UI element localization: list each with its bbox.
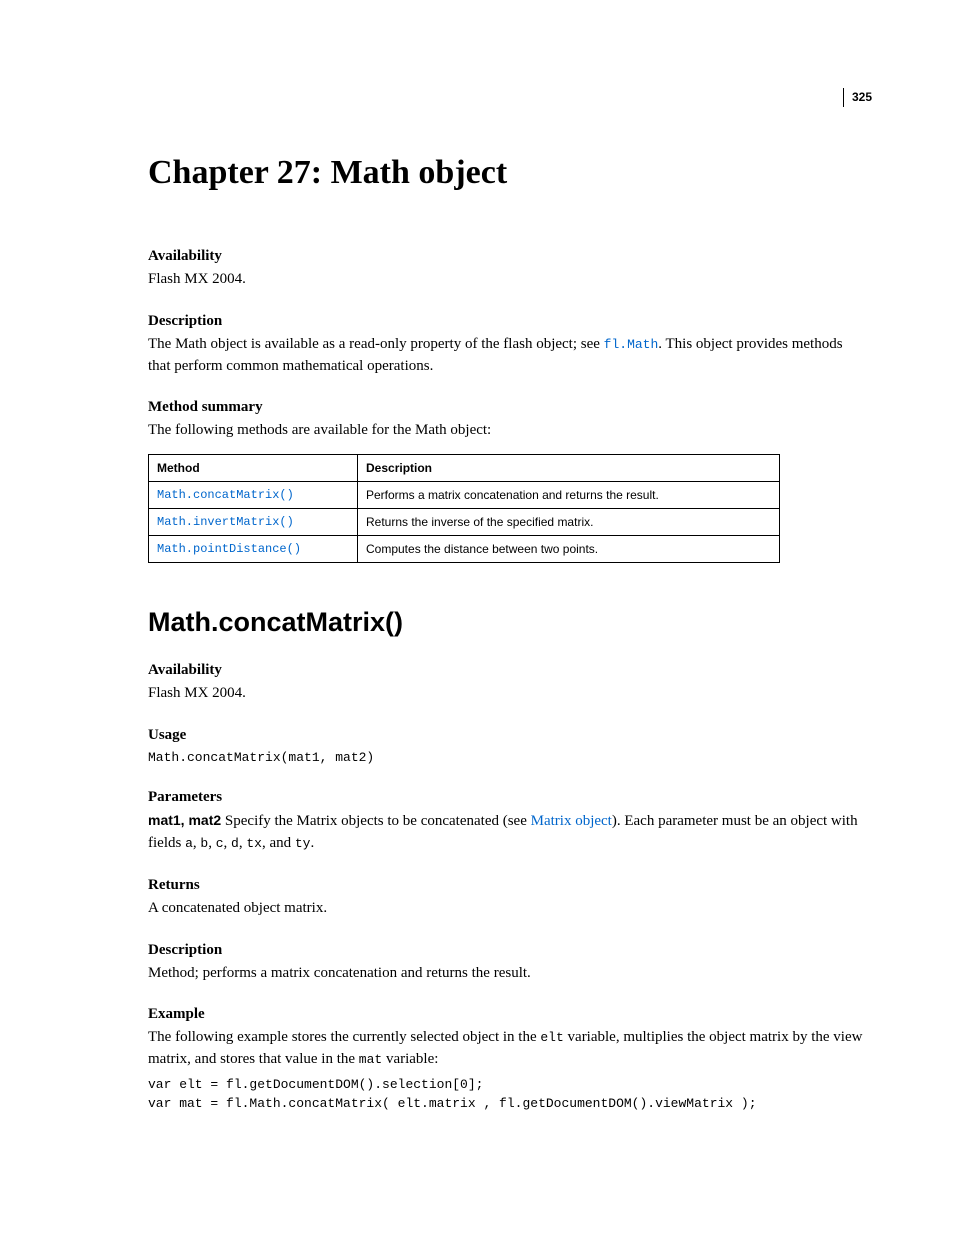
param-pre: Specify the Matrix objects to be concate… [221, 813, 530, 829]
description-heading: Description [148, 313, 864, 330]
var-elt: elt [540, 1030, 563, 1045]
method-desc: Computes the distance between two points… [358, 536, 780, 563]
param-label: mat1, mat2 [148, 812, 221, 828]
parameters-text: mat1, mat2 Specify the Matrix objects to… [148, 810, 864, 855]
method-desc: Returns the inverse of the specified mat… [358, 509, 780, 536]
usage-heading: Usage [148, 727, 864, 744]
table-row: Math.concatMatrix() Performs a matrix co… [149, 482, 780, 509]
method-desc: Performs a matrix concatenation and retu… [358, 482, 780, 509]
example-code: var elt = fl.getDocumentDOM().selection[… [148, 1075, 864, 1114]
returns-text: A concatenated object matrix. [148, 898, 864, 920]
method-summary-heading: Method summary [148, 399, 864, 416]
table-row: Math.invertMatrix() Returns the inverse … [149, 509, 780, 536]
field-a: a [185, 836, 193, 851]
table-header-row: Method Description [149, 455, 780, 482]
field-d: d [231, 836, 239, 851]
chapter-title: Chapter 27: Math object [148, 154, 864, 192]
description-pre: The Math object is available as a read-o… [148, 336, 604, 352]
parameters-heading: Parameters [148, 789, 864, 806]
availability-text: Flash MX 2004. [148, 269, 864, 291]
method-link-pointdistance[interactable]: Math.pointDistance() [149, 536, 358, 563]
availability-heading: Availability [148, 248, 864, 265]
section-description-text: Method; performs a matrix concatenation … [148, 963, 864, 985]
usage-code: Math.concatMatrix(mat1, mat2) [148, 748, 864, 768]
section-description-heading: Description [148, 942, 864, 959]
page: 325 Chapter 27: Math object Availability… [0, 0, 954, 1184]
fl-math-link[interactable]: fl.Math [604, 337, 659, 352]
example-text: The following example stores the current… [148, 1027, 864, 1071]
example-post: variable: [382, 1051, 438, 1067]
var-mat: mat [359, 1052, 382, 1067]
field-c: c [216, 836, 224, 851]
method-summary-table: Method Description Math.concatMatrix() P… [148, 454, 780, 563]
method-link-invert[interactable]: Math.invertMatrix() [149, 509, 358, 536]
returns-heading: Returns [148, 877, 864, 894]
section-title: Math.concatMatrix() [148, 607, 864, 638]
matrix-object-link[interactable]: Matrix object [531, 813, 612, 829]
col-description: Description [358, 455, 780, 482]
example-pre: The following example stores the current… [148, 1029, 540, 1045]
section-availability-text: Flash MX 2004. [148, 683, 864, 705]
example-heading: Example [148, 1006, 864, 1023]
description-text: The Math object is available as a read-o… [148, 334, 864, 378]
c3: , [224, 835, 232, 851]
page-number: 325 [843, 88, 872, 107]
c2: , [208, 835, 216, 851]
method-summary-intro: The following methods are available for … [148, 420, 864, 442]
section-availability-heading: Availability [148, 662, 864, 679]
field-tx: tx [246, 836, 262, 851]
table-row: Math.pointDistance() Computes the distan… [149, 536, 780, 563]
method-link-concat[interactable]: Math.concatMatrix() [149, 482, 358, 509]
col-method: Method [149, 455, 358, 482]
param-end: . [310, 835, 314, 851]
field-ty: ty [295, 836, 311, 851]
c5: , and [262, 835, 295, 851]
